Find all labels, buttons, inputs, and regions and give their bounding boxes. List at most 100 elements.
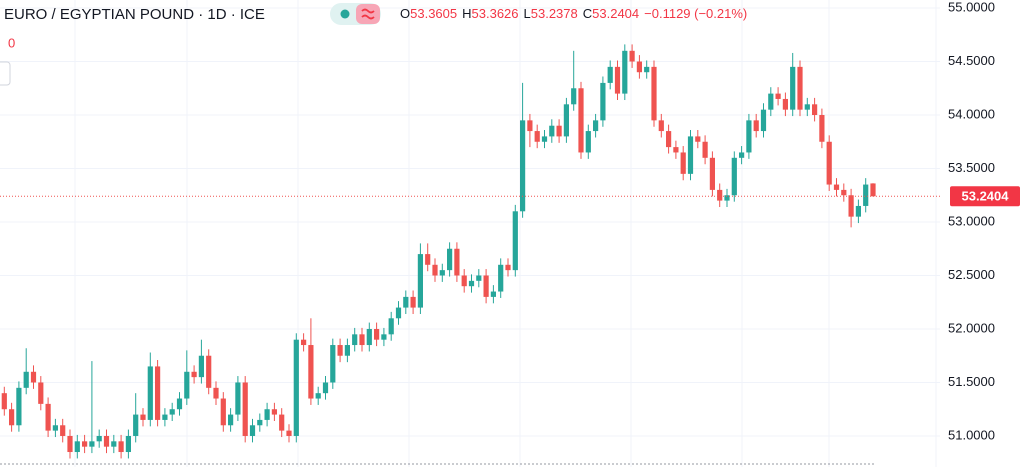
- candle-body: [717, 189, 723, 201]
- candle-body: [534, 131, 540, 142]
- ohlc-legend: O53.3605 H53.3626 L53.2378 C53.2404 −0.1129 …: [400, 6, 747, 21]
- candle-body: [279, 414, 285, 431]
- price-label: 53.2404: [962, 189, 1010, 204]
- y-tick-label: 52.0000: [948, 320, 995, 335]
- candle-body: [191, 371, 197, 378]
- legend-letter: O: [400, 6, 410, 21]
- legend-change: −0.1129 (−0.21%): [644, 6, 747, 21]
- candle-body: [301, 339, 307, 346]
- candle-body: [30, 371, 37, 383]
- candle-body: [760, 109, 767, 132]
- candle-body: [636, 61, 642, 73]
- candle-body: [403, 296, 409, 308]
- candle-body: [242, 382, 248, 436]
- candle-body: [118, 441, 124, 453]
- chart-title: EURO / EGYPTIAN POUND · 1D · ICE: [4, 6, 265, 23]
- candle-body: [461, 275, 467, 287]
- candle-body: [344, 345, 350, 356]
- candle-body: [249, 425, 256, 436]
- candle-body: [330, 345, 336, 383]
- candle-body: [82, 441, 88, 447]
- legend-high: 53.3626: [472, 6, 519, 21]
- candle-body: [593, 120, 599, 132]
- candle-body: [841, 189, 847, 196]
- candle-body: [556, 125, 562, 137]
- candle-body: [23, 371, 29, 388]
- candle-body: [527, 120, 533, 132]
- status-dot: [340, 9, 350, 19]
- candle-body: [695, 136, 701, 142]
- candle-body: [228, 414, 234, 426]
- candle-body: [103, 435, 110, 447]
- candle-body: [666, 131, 672, 148]
- candle-body: [388, 318, 394, 335]
- candle-body: [520, 120, 526, 212]
- candle-body: [213, 387, 219, 399]
- legend-letter: C: [583, 6, 592, 21]
- price-label-box: [950, 186, 1020, 207]
- candle-body: [366, 328, 372, 346]
- candle-body: [111, 441, 117, 447]
- candle-body: [96, 435, 102, 442]
- indicator-value: 0: [8, 35, 15, 50]
- candle-body: [206, 355, 212, 388]
- y-tick-label: 54.5000: [948, 53, 995, 68]
- candle-body: [381, 334, 387, 340]
- candle-body: [687, 136, 694, 174]
- candle-body: [753, 120, 759, 132]
- candle-body: [16, 387, 22, 426]
- candle-body: [38, 382, 44, 404]
- candle-body: [731, 157, 737, 196]
- candle-body: [782, 98, 788, 110]
- candle-body: [855, 205, 861, 217]
- candle-body: [257, 419, 263, 426]
- candle-body: [176, 398, 183, 410]
- candle-body: [293, 339, 299, 436]
- legend-low: 53.2378: [531, 6, 578, 21]
- candle-body: [549, 125, 555, 137]
- candle-body: [286, 430, 292, 436]
- candle-body: [45, 403, 51, 431]
- candle-body: [746, 120, 752, 153]
- candle-body: [439, 270, 445, 276]
- candle-body: [600, 82, 606, 121]
- candle-body: [198, 355, 204, 378]
- candle-body: [490, 291, 496, 297]
- plot: [1, 44, 876, 459]
- candle-body: [67, 435, 73, 453]
- candle-body: [585, 131, 591, 153]
- candle-body: [870, 183, 876, 197]
- candle-body: [571, 88, 577, 105]
- candle-body: [614, 66, 621, 94]
- candle-body: [169, 409, 175, 415]
- candle-body: [826, 141, 832, 185]
- candle-body: [863, 184, 869, 206]
- candle-body: [359, 334, 365, 346]
- flag-icon[interactable]: [356, 4, 380, 24]
- y-tick-label: 55.0000: [948, 0, 995, 14]
- candle-body: [133, 414, 139, 436]
- candle-body: [468, 280, 475, 287]
- flag-glyph: [361, 8, 375, 20]
- candle-body: [629, 50, 635, 62]
- candle-body: [162, 414, 168, 420]
- candle-body: [476, 275, 482, 281]
- candle-body: [315, 393, 321, 399]
- candle-body: [651, 66, 657, 121]
- candle-body: [512, 211, 518, 271]
- candle-body: [184, 371, 190, 399]
- candle-body: [483, 275, 489, 297]
- y-tick-label: 54.0000: [948, 106, 995, 121]
- candle-body: [644, 66, 650, 73]
- candle-body: [337, 345, 343, 356]
- candle-body: [74, 441, 80, 453]
- candle-body: [9, 409, 15, 426]
- side-button[interactable]: [0, 61, 11, 86]
- y-tick-label: 53.0000: [948, 213, 995, 228]
- legend-close: 53.2404: [592, 6, 639, 21]
- candle-body: [607, 66, 613, 83]
- y-tick-label: 51.0000: [948, 427, 995, 442]
- candle-body: [541, 136, 548, 142]
- candle-body: [804, 104, 810, 110]
